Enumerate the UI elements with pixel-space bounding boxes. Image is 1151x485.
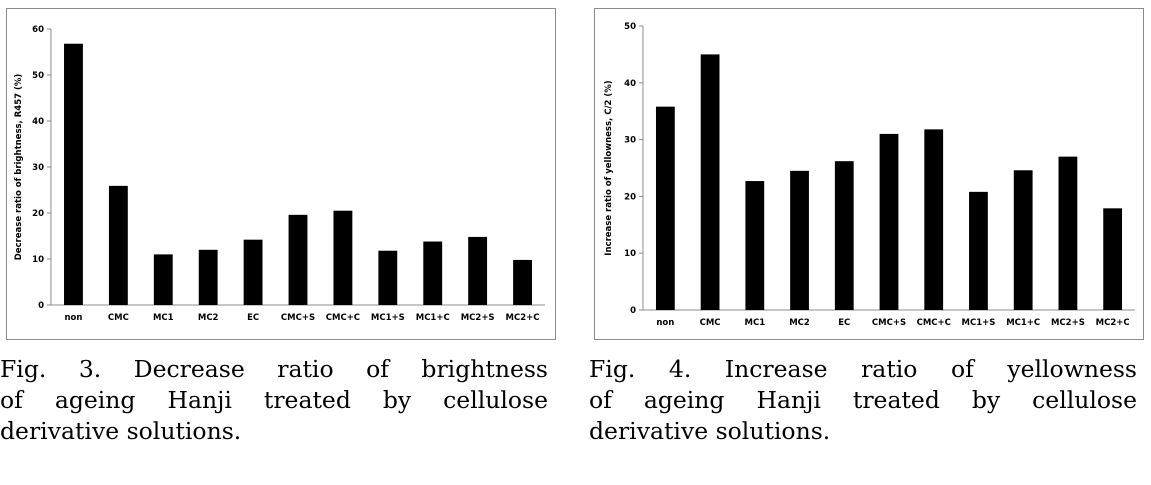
x-tick-label: CMC+S xyxy=(281,313,315,323)
bar-mc2-plus-c xyxy=(1103,208,1123,310)
x-tick-label: MC1+C xyxy=(1006,318,1040,328)
y-tick-label: 30 xyxy=(624,136,636,146)
bar-cmc xyxy=(700,54,720,311)
x-tick-label: CMC xyxy=(700,318,721,328)
x-tick-label: CMC+C xyxy=(917,318,951,328)
y-tick-label: 50 xyxy=(32,71,44,81)
y-tick-label: 50 xyxy=(624,22,636,32)
bar-mc1-plus-s xyxy=(378,250,398,305)
bar-cmc xyxy=(108,185,128,305)
caption-line: Fig. 4. Increase ratio of yellowness xyxy=(589,355,1137,383)
bar-mc1-plus-c xyxy=(423,241,443,305)
y-tick-label: 20 xyxy=(624,192,636,202)
bar-mc2 xyxy=(198,249,218,305)
x-tick-label: MC1 xyxy=(745,318,766,328)
bar-mc2-plus-c xyxy=(513,259,532,305)
y-tick-label: 40 xyxy=(624,79,636,89)
y-tick-label: 10 xyxy=(32,255,44,265)
figure-4-caption: Fig. 4. Increase ratio of yellowness of … xyxy=(589,354,1137,447)
x-tick-label: MC2+C xyxy=(506,313,540,323)
bar-mc2-plus-s xyxy=(1058,156,1078,310)
x-tick-label: MC1+C xyxy=(416,313,450,323)
x-tick-label: MC2+C xyxy=(1096,318,1130,328)
caption-line: derivative solutions. xyxy=(589,417,831,445)
bar-ec xyxy=(834,161,854,310)
caption-line: derivative solutions. xyxy=(0,417,242,445)
caption-line: of ageing Hanji treated by cellulose xyxy=(589,386,1137,414)
bar-non xyxy=(655,106,675,310)
y-tick-label: 40 xyxy=(32,117,44,127)
x-tick-label: MC1+S xyxy=(962,318,996,328)
x-tick-label: non xyxy=(656,318,674,328)
bar-mc2 xyxy=(790,170,809,310)
bar-mc1 xyxy=(745,181,765,310)
x-tick-label: CMC+C xyxy=(326,313,360,323)
x-tick-label: EC xyxy=(247,313,259,323)
caption-line: Fig. 3. Decrease ratio of brightness xyxy=(0,355,548,383)
y-tick-label: 60 xyxy=(32,25,44,35)
y-axis-label: Increase ratio of yellowness, C/2 (%) xyxy=(604,80,614,255)
x-tick-label: non xyxy=(64,313,82,323)
caption-line: of ageing Hanji treated by cellulose xyxy=(0,386,548,414)
y-tick-label: 30 xyxy=(32,163,44,173)
y-tick-label: 0 xyxy=(38,301,44,311)
bar-cmc-plus-c xyxy=(924,129,944,310)
x-tick-label: CMC+S xyxy=(872,318,906,328)
x-tick-label: MC2+S xyxy=(1051,318,1085,328)
x-tick-label: MC2 xyxy=(789,318,810,328)
bar-cmc-plus-c xyxy=(333,210,353,305)
bar-non xyxy=(64,43,83,305)
y-tick-label: 0 xyxy=(630,306,636,316)
x-tick-label: EC xyxy=(838,318,850,328)
bar-mc2-plus-s xyxy=(468,236,488,305)
brightness-chart: 0 10 20 30 40 50 60 Decrease ratio of brightnes… xyxy=(6,8,556,340)
yellowness-chart-svg: 0 10 20 30 40 50 Increase ratio of yellowness,… xyxy=(604,22,1135,328)
bar-mc1 xyxy=(153,254,173,305)
x-tick-label: MC1+S xyxy=(371,313,405,323)
x-tick-label: MC1 xyxy=(153,313,174,323)
bar-mc1-plus-s xyxy=(969,191,988,310)
x-tick-label: MC2 xyxy=(198,313,219,323)
yellowness-chart: 0 10 20 30 40 50 Increase ratio of yellowness,… xyxy=(594,8,1144,340)
x-tick-label: MC2+S xyxy=(461,313,495,323)
bar-cmc-plus-s xyxy=(288,214,308,305)
bar-mc1-plus-c xyxy=(1013,170,1033,310)
bar-cmc-plus-s xyxy=(879,133,899,310)
figure-3-caption: Fig. 3. Decrease ratio of brightness of … xyxy=(0,354,548,447)
brightness-chart-svg: 0 10 20 30 40 50 60 Decrease ratio of brightnes… xyxy=(14,25,545,323)
y-axis-label: Decrease ratio of brightness, R457 (%) xyxy=(14,74,24,261)
y-tick-label: 10 xyxy=(624,249,636,259)
y-tick-label: 20 xyxy=(32,209,44,219)
bar-ec xyxy=(243,239,263,305)
x-tick-label: CMC xyxy=(108,313,129,323)
